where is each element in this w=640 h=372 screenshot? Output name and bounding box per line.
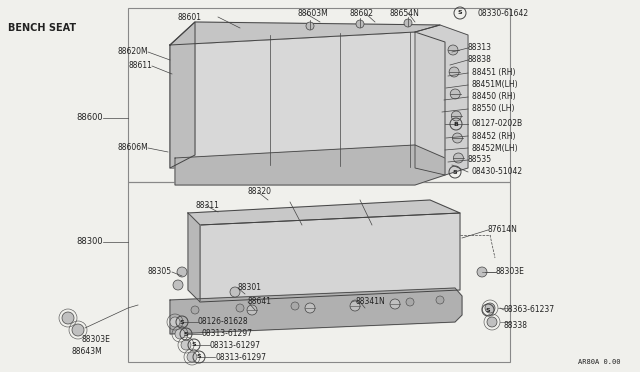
Text: 08126-81628: 08126-81628 <box>198 317 248 327</box>
Text: 88452M(LH): 88452M(LH) <box>472 144 518 153</box>
Polygon shape <box>170 22 440 45</box>
Circle shape <box>451 111 461 121</box>
Circle shape <box>453 153 463 163</box>
Circle shape <box>247 305 257 315</box>
Text: 88641: 88641 <box>248 298 272 307</box>
Text: S: S <box>196 355 202 359</box>
Text: 88305: 88305 <box>148 267 172 276</box>
Polygon shape <box>170 288 462 334</box>
Text: 88601: 88601 <box>178 13 202 22</box>
Polygon shape <box>415 25 468 175</box>
Bar <box>128 8 510 182</box>
Circle shape <box>356 20 364 28</box>
Text: 88451M(LH): 88451M(LH) <box>472 80 518 90</box>
Text: 08313-61297: 08313-61297 <box>202 330 253 339</box>
Text: 88450 (RH): 88450 (RH) <box>472 93 516 102</box>
Circle shape <box>230 287 240 297</box>
Circle shape <box>448 45 458 55</box>
Circle shape <box>175 329 185 339</box>
Circle shape <box>390 299 400 309</box>
Circle shape <box>187 352 197 362</box>
Text: 88620M: 88620M <box>117 48 148 57</box>
Text: 88600: 88600 <box>76 113 103 122</box>
Circle shape <box>350 301 360 311</box>
Circle shape <box>452 133 462 143</box>
Text: 88838: 88838 <box>468 55 492 64</box>
Circle shape <box>306 22 314 30</box>
Circle shape <box>485 303 495 313</box>
Text: 88320: 88320 <box>248 187 272 196</box>
Text: S: S <box>486 308 490 312</box>
Circle shape <box>177 267 187 277</box>
Text: 88301: 88301 <box>238 283 262 292</box>
Text: S: S <box>452 170 458 174</box>
Text: 88602: 88602 <box>350 9 374 17</box>
Circle shape <box>236 304 244 312</box>
Text: 08430-51042: 08430-51042 <box>472 167 523 176</box>
Text: 08330-61642: 08330-61642 <box>478 9 529 17</box>
Polygon shape <box>188 213 200 302</box>
Text: 88341N: 88341N <box>355 298 385 307</box>
Text: 88606M: 88606M <box>117 144 148 153</box>
Text: 88311: 88311 <box>195 201 219 209</box>
Text: 88643M: 88643M <box>72 347 103 356</box>
Text: 88452 (RH): 88452 (RH) <box>472 131 515 141</box>
Text: 88451 (RH): 88451 (RH) <box>472 68 515 77</box>
Text: 08313-61297: 08313-61297 <box>215 353 266 362</box>
Text: 88303E: 88303E <box>82 336 111 344</box>
Text: 88611: 88611 <box>128 61 152 71</box>
Circle shape <box>404 19 412 27</box>
Text: 88313: 88313 <box>468 44 492 52</box>
Circle shape <box>436 296 444 304</box>
Circle shape <box>449 67 459 77</box>
Text: S: S <box>458 10 462 16</box>
Text: AR80A 0.00: AR80A 0.00 <box>577 359 620 365</box>
Polygon shape <box>170 22 195 168</box>
Text: 88535: 88535 <box>468 155 492 164</box>
Circle shape <box>170 317 180 327</box>
Circle shape <box>477 267 487 277</box>
Polygon shape <box>175 145 445 185</box>
Text: BENCH SEAT: BENCH SEAT <box>8 23 76 33</box>
Text: 88550 (LH): 88550 (LH) <box>472 105 515 113</box>
Text: 88303E: 88303E <box>496 267 525 276</box>
Text: 88603M: 88603M <box>298 9 329 17</box>
Circle shape <box>173 280 183 290</box>
Text: 87614N: 87614N <box>488 225 518 234</box>
Bar <box>128 182 510 362</box>
Text: 88338: 88338 <box>504 321 528 330</box>
Polygon shape <box>188 200 460 225</box>
Text: S: S <box>192 343 196 347</box>
Circle shape <box>62 312 74 324</box>
Text: 08313-61297: 08313-61297 <box>210 340 261 350</box>
Text: 08363-61237: 08363-61237 <box>504 305 555 314</box>
Text: S: S <box>180 320 184 324</box>
Circle shape <box>487 317 497 327</box>
Circle shape <box>191 306 199 314</box>
Circle shape <box>181 340 191 350</box>
Polygon shape <box>170 32 445 168</box>
Text: 08127-0202B: 08127-0202B <box>472 119 523 128</box>
Text: 88300: 88300 <box>76 237 103 247</box>
Text: 88654N: 88654N <box>390 9 420 17</box>
Circle shape <box>406 298 414 306</box>
Circle shape <box>351 300 359 308</box>
Polygon shape <box>200 213 460 302</box>
Text: S: S <box>184 331 188 337</box>
Circle shape <box>450 89 460 99</box>
Circle shape <box>305 303 315 313</box>
Circle shape <box>291 302 299 310</box>
Text: B: B <box>454 122 458 126</box>
Circle shape <box>72 324 84 336</box>
